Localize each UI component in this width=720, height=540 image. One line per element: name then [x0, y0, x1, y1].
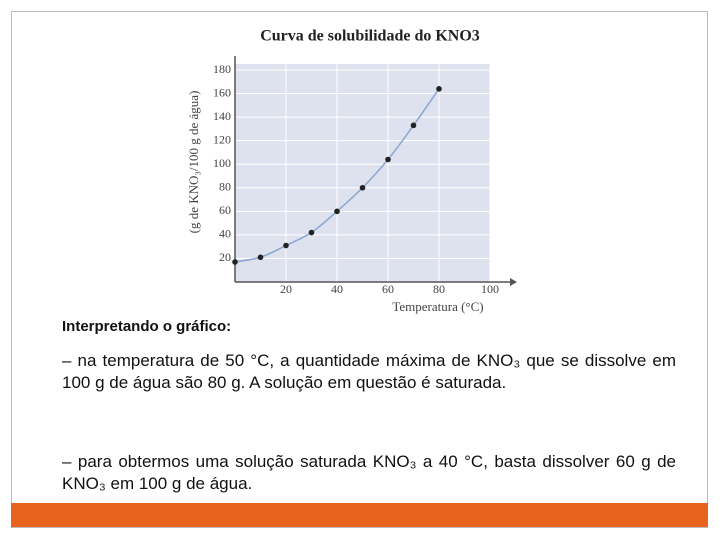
- point: [308, 229, 315, 236]
- y-tick-label: 80: [219, 180, 231, 194]
- y-tick-label: 160: [213, 85, 231, 99]
- x-axis-arrow: [510, 278, 517, 286]
- y-tick-label: 120: [213, 132, 231, 146]
- x-tick-label: 60: [382, 282, 394, 296]
- point: [232, 259, 238, 265]
- chart: Curva de solubilidade do KNO3 Temperatur…: [186, 28, 517, 314]
- slide-frame: [11, 11, 708, 528]
- x-tick-label: 100: [481, 282, 499, 296]
- point: [436, 86, 442, 92]
- x-axis-label: Temperatura (°C): [392, 299, 483, 314]
- point: [410, 122, 417, 129]
- paragraph: – na temperatura de 50 °C, a quantidade …: [62, 351, 676, 392]
- chart-title: Curva de solubilidade do KNO3: [260, 28, 480, 45]
- y-tick-label: 140: [213, 109, 231, 123]
- point: [385, 156, 391, 163]
- point: [334, 208, 340, 215]
- footer-bar: [11, 503, 708, 527]
- y-tick-label: 40: [219, 227, 231, 241]
- plot-background: [235, 64, 490, 282]
- y-axis-label: (g de KNO₃/100 g de água): [186, 91, 201, 234]
- paragraph: – para obtermos uma solução saturada KNO…: [62, 452, 676, 493]
- y-tick-label: 180: [213, 62, 231, 76]
- heading: Interpretando o gráfico:: [62, 318, 232, 335]
- point: [359, 184, 366, 191]
- x-tick-label: 20: [280, 282, 292, 296]
- y-tick-label: 100: [213, 156, 231, 170]
- x-tick-label: 40: [331, 282, 343, 296]
- y-tick-label: 60: [219, 203, 231, 217]
- point: [283, 242, 289, 249]
- y-tick-label: 20: [219, 250, 231, 264]
- point: [257, 254, 264, 261]
- x-tick-label: 80: [433, 282, 445, 296]
